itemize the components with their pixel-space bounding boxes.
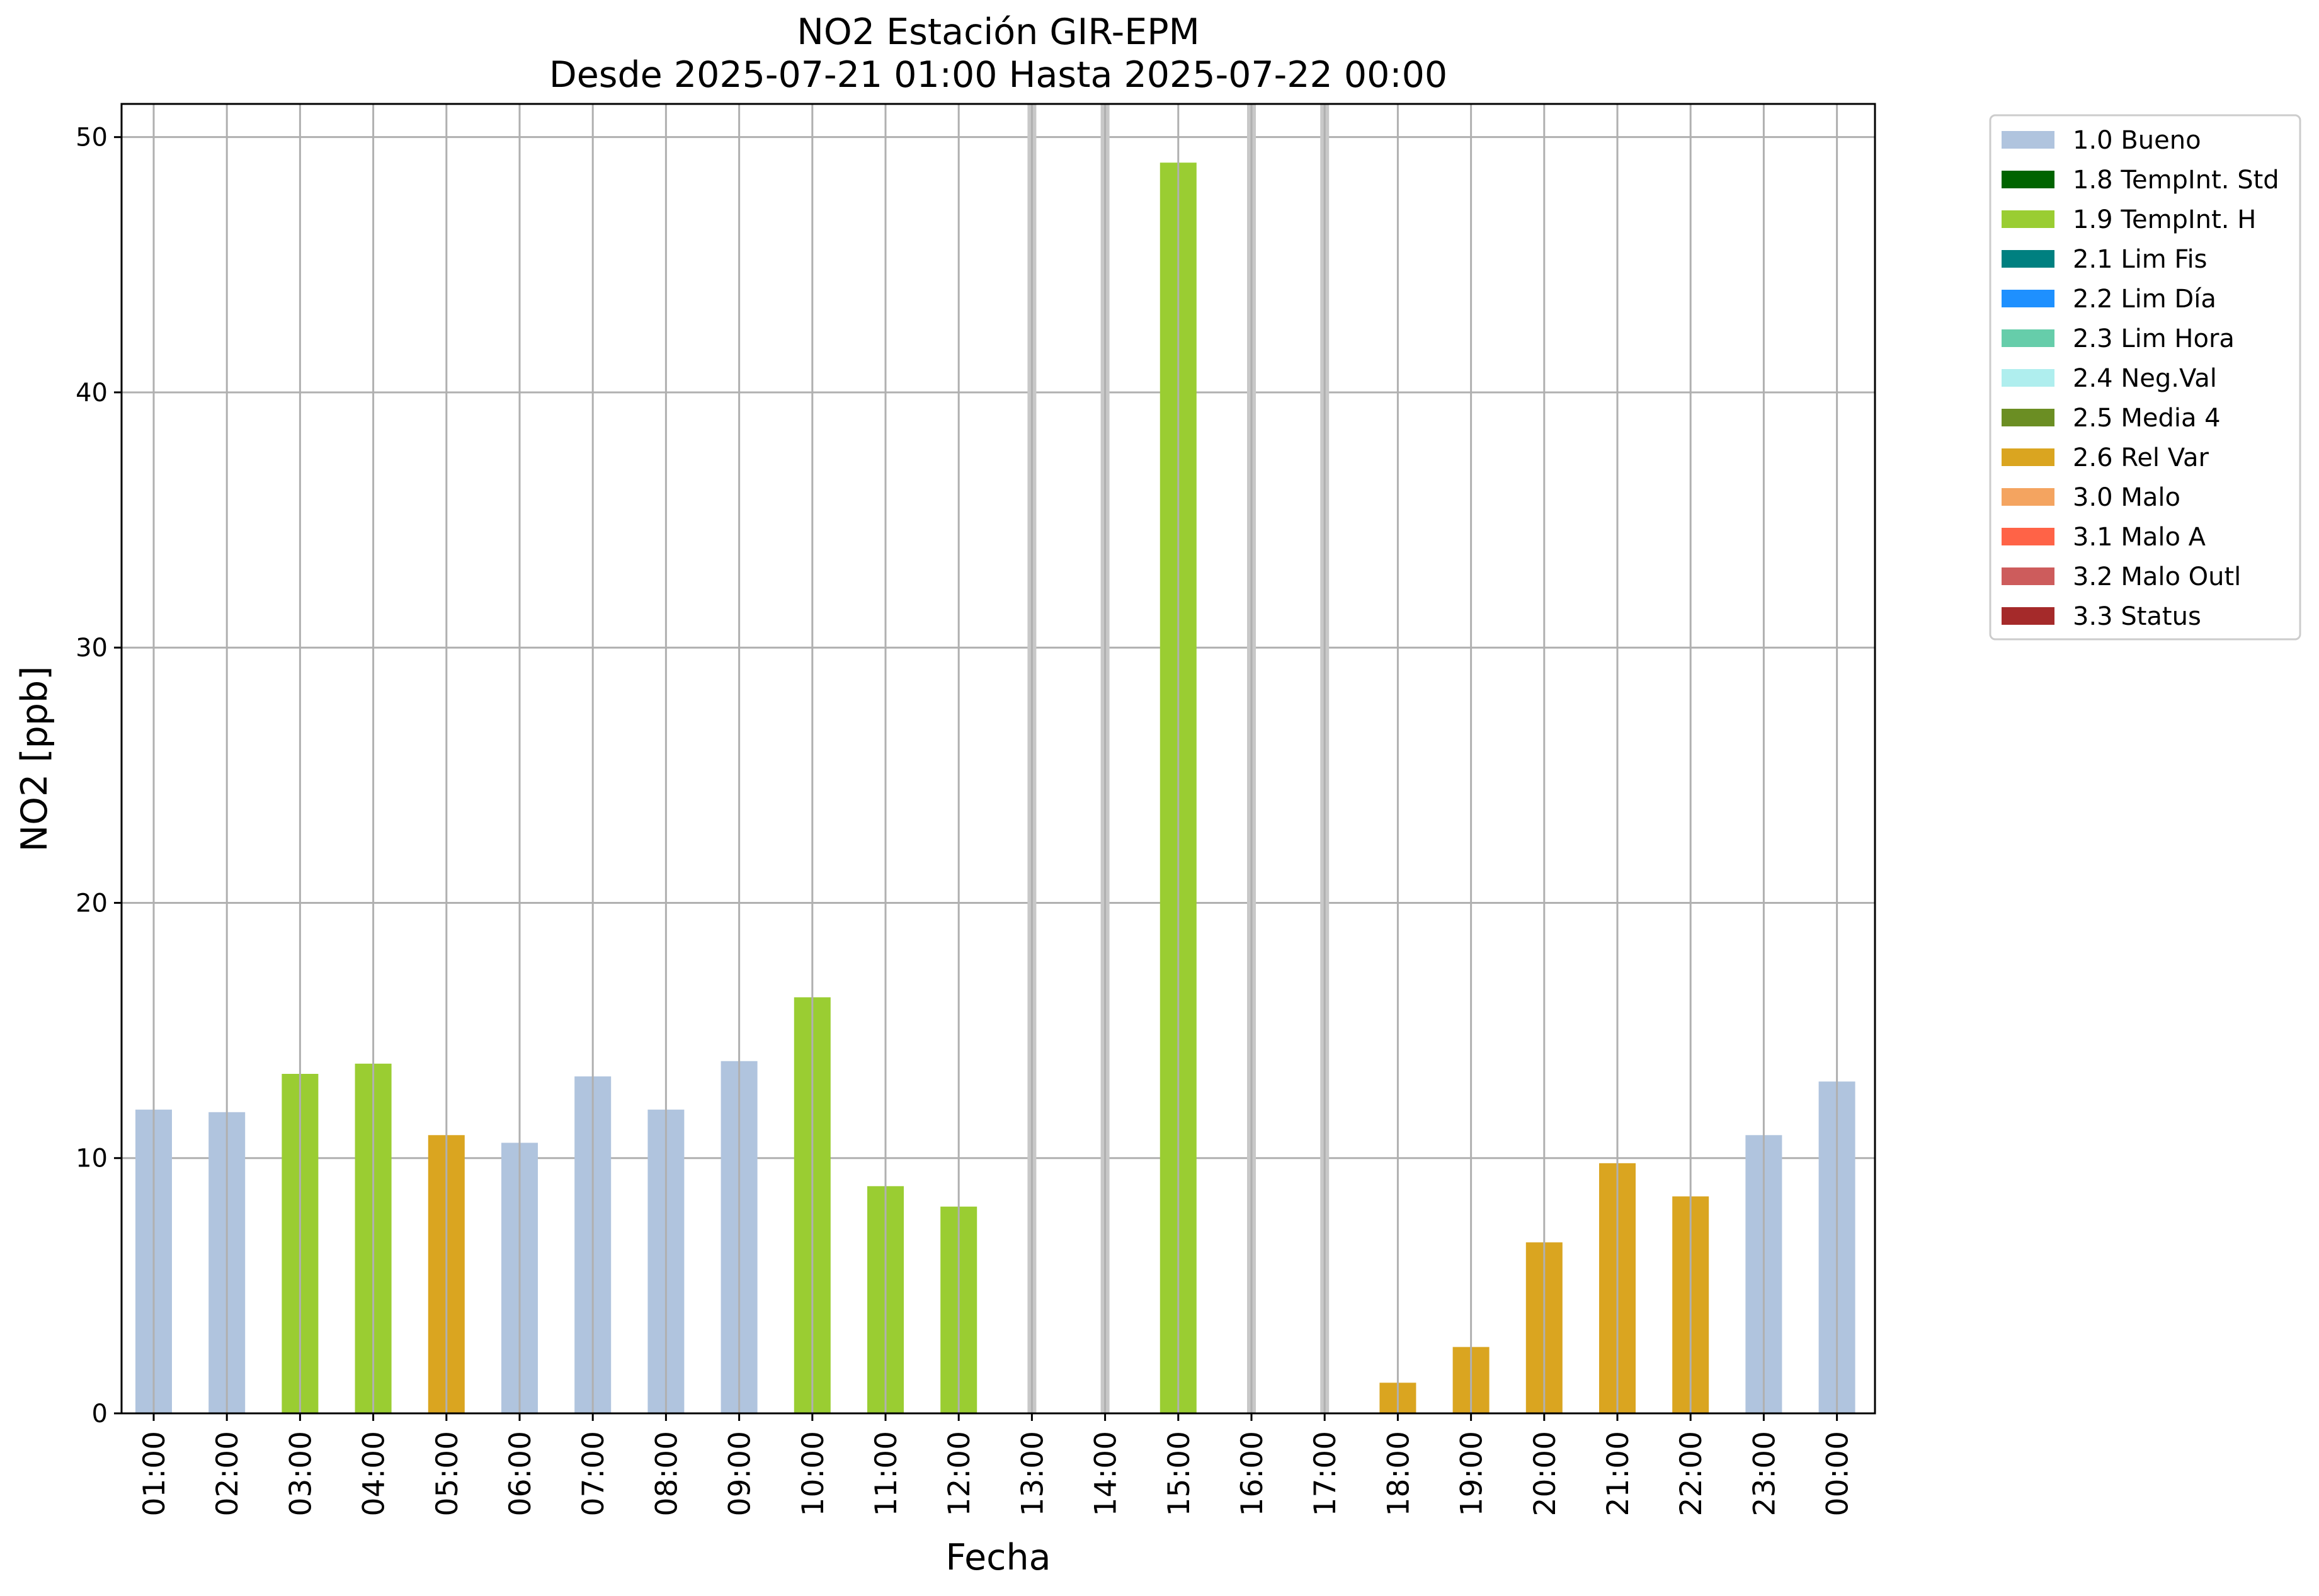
legend-label: 2.4 Neg.Val bbox=[2073, 364, 2217, 393]
y-tick-label: 0 bbox=[92, 1399, 108, 1428]
x-tick-label: 20:00 bbox=[1528, 1431, 1563, 1516]
chart-title: NO2 Estación GIR-EPM bbox=[797, 11, 1200, 53]
y-axis: 0 10 20 30 40 50 bbox=[76, 123, 122, 1428]
legend-label: 3.0 Malo bbox=[2073, 483, 2180, 512]
legend-label: 2.6 Rel Var bbox=[2073, 443, 2209, 472]
x-axis: 01:00 02:00 03:00 04:00 05:00 06:00 07:00 08:00… bbox=[137, 1413, 1855, 1516]
x-tick-label: 03:00 bbox=[283, 1431, 318, 1516]
x-tick-label: 02:00 bbox=[210, 1431, 245, 1516]
x-tick-label: 13:00 bbox=[1015, 1431, 1050, 1516]
x-tick-label: 18:00 bbox=[1381, 1431, 1416, 1516]
x-grid-layer bbox=[152, 104, 1838, 1413]
legend-swatch bbox=[2002, 250, 2054, 268]
legend-swatch bbox=[2002, 369, 2054, 387]
legend-swatch bbox=[2002, 210, 2054, 228]
legend-label: 3.1 Malo A bbox=[2073, 523, 2206, 552]
legend-label: 1.8 TempInt. Std bbox=[2073, 166, 2279, 195]
legend-label: 2.2 Lim Día bbox=[2073, 285, 2216, 314]
x-tick-label: 05:00 bbox=[430, 1431, 465, 1516]
x-tick-label: 01:00 bbox=[137, 1431, 172, 1516]
y-tick-label: 20 bbox=[76, 889, 108, 918]
bars bbox=[135, 162, 1855, 1413]
y-tick-label: 30 bbox=[76, 634, 108, 663]
x-tick-label: 10:00 bbox=[796, 1431, 831, 1516]
legend-swatch bbox=[2002, 528, 2054, 545]
legend: 1.0 Bueno 1.8 TempInt. Std 1.9 TempInt. H 2… bbox=[1989, 114, 2301, 641]
legend-label: 2.1 Lim Fis bbox=[2073, 245, 2207, 274]
x-tick-label: 00:00 bbox=[1821, 1431, 1855, 1516]
x-tick-label: 23:00 bbox=[1747, 1431, 1782, 1516]
legend-label: 3.3 Status bbox=[2073, 602, 2201, 631]
x-tick-label: 17:00 bbox=[1308, 1431, 1343, 1516]
legend-swatch bbox=[2002, 329, 2054, 347]
legend-swatch bbox=[2002, 409, 2054, 426]
legend-swatch bbox=[2002, 567, 2054, 585]
legend-swatch bbox=[2002, 290, 2054, 307]
x-tick-label: 15:00 bbox=[1162, 1431, 1197, 1516]
x-tick-label: 21:00 bbox=[1601, 1431, 1636, 1516]
x-tick-label: 09:00 bbox=[723, 1431, 758, 1516]
legend-swatch bbox=[2002, 607, 2054, 625]
legend-label: 1.9 TempInt. H bbox=[2073, 205, 2256, 234]
x-tick-label: 19:00 bbox=[1455, 1431, 1490, 1516]
plot-frame bbox=[120, 103, 1876, 1415]
legend-swatch bbox=[2002, 488, 2054, 506]
x-tick-label: 06:00 bbox=[503, 1431, 538, 1516]
x-tick-label: 08:00 bbox=[649, 1431, 684, 1516]
y-axis-label: NO2 [ppb] bbox=[14, 666, 55, 852]
x-tick-label: 16:00 bbox=[1235, 1431, 1270, 1516]
legend-frame bbox=[1989, 114, 2301, 641]
legend-items: 1.0 Bueno 1.8 TempInt. Std 1.9 TempInt. H 2… bbox=[2002, 126, 2279, 631]
x-tick-label: 22:00 bbox=[1674, 1431, 1709, 1516]
x-axis-label: Fecha bbox=[945, 1537, 1051, 1578]
legend-label: 2.5 Media 4 bbox=[2073, 404, 2221, 433]
legend-swatch bbox=[2002, 171, 2054, 188]
legend-swatch bbox=[2002, 131, 2054, 149]
legend-swatch bbox=[2002, 448, 2054, 466]
chart-subtitle: Desde 2025-07-21 01:00 Hasta 2025-07-22 … bbox=[549, 54, 1447, 96]
x-tick-label: 12:00 bbox=[942, 1431, 977, 1516]
y-tick-label: 50 bbox=[76, 123, 108, 152]
legend-label: 3.2 Malo Outl bbox=[2073, 562, 2241, 591]
x-tick-label: 11:00 bbox=[869, 1431, 904, 1516]
x-tick-label: 14:00 bbox=[1089, 1431, 1124, 1516]
y-tick-label: 40 bbox=[76, 379, 108, 408]
x-tick-label: 07:00 bbox=[576, 1431, 611, 1516]
x-tick-label: 04:00 bbox=[357, 1431, 392, 1516]
y-tick-label: 10 bbox=[76, 1144, 108, 1173]
legend-label: 2.3 Lim Hora bbox=[2073, 324, 2235, 353]
legend-label: 1.0 Bueno bbox=[2073, 126, 2201, 155]
